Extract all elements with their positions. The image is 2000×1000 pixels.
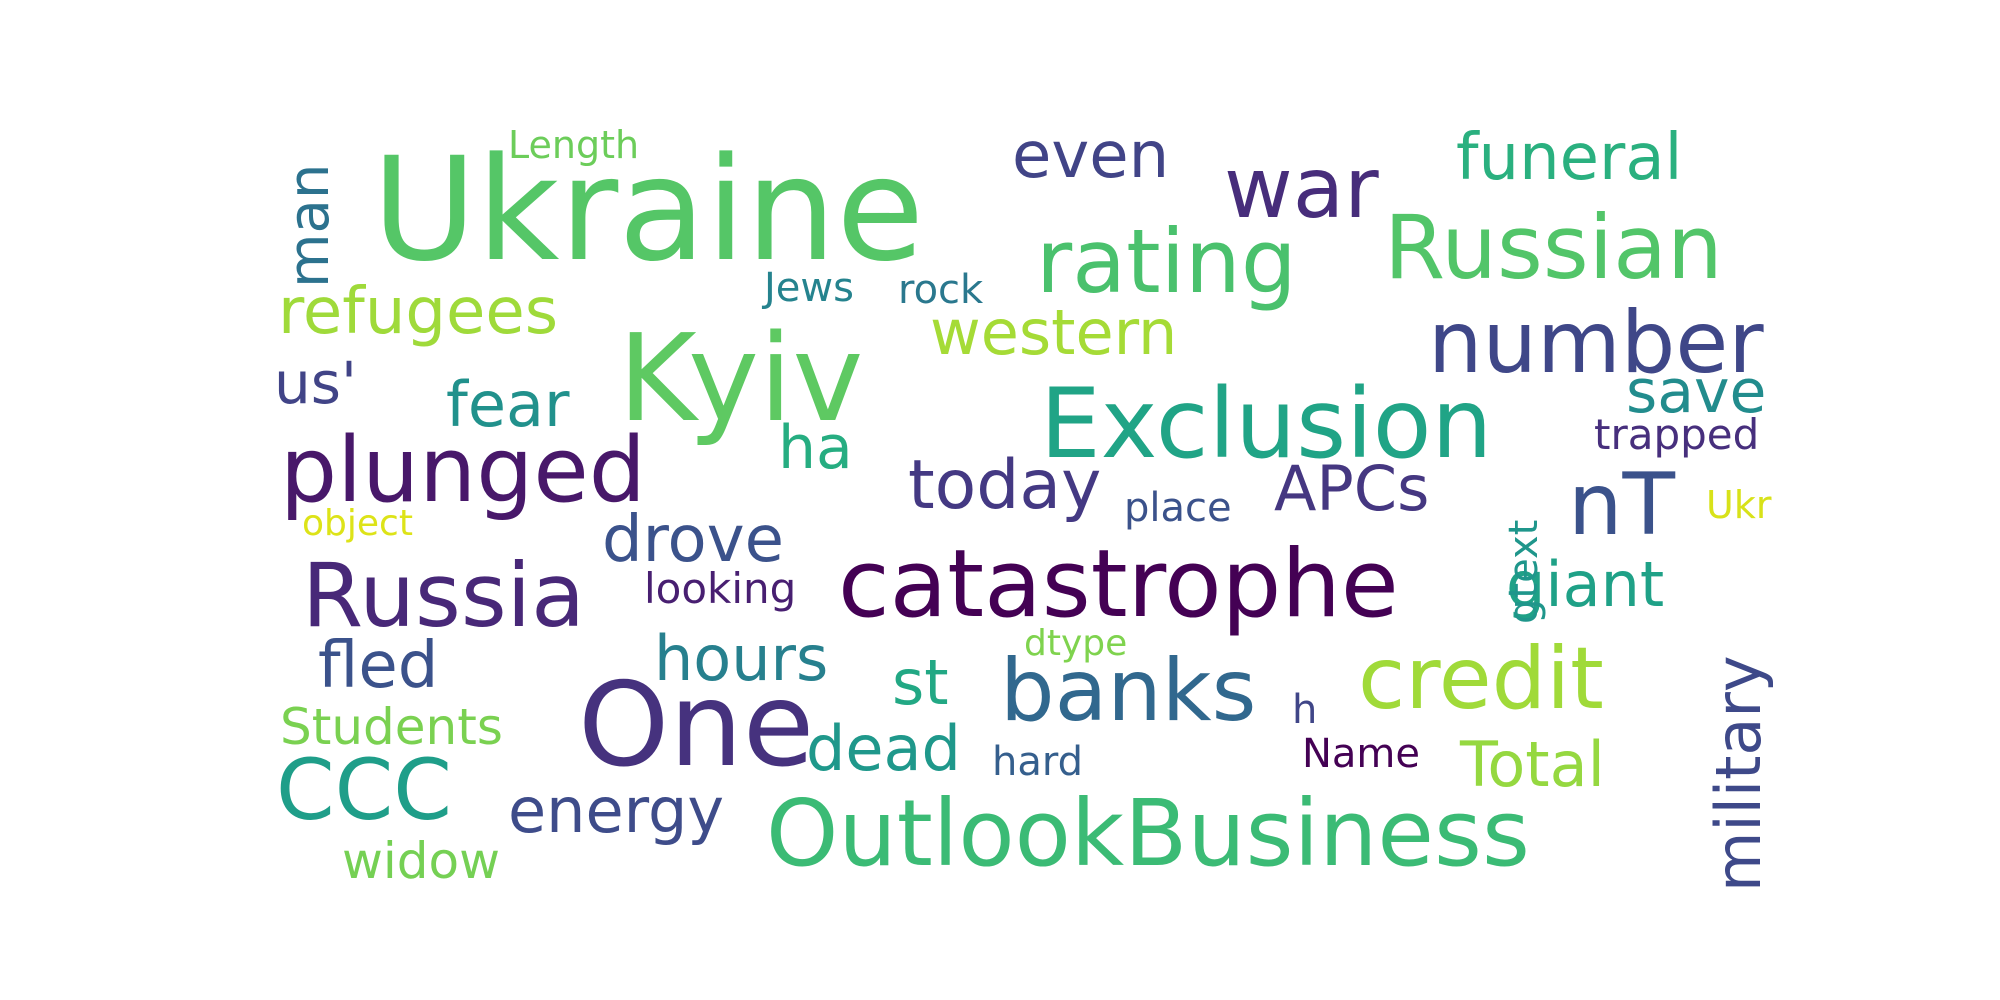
- word-russia: Russia: [302, 544, 586, 647]
- word-nt: nT: [1568, 455, 1676, 555]
- word-today: today: [908, 446, 1102, 525]
- word-apcs: APCs: [1274, 452, 1430, 525]
- word-giant: giant: [1506, 548, 1665, 621]
- word-place: place: [1124, 485, 1232, 531]
- word-length: Length: [508, 123, 640, 167]
- word-credit: credit: [1358, 629, 1604, 729]
- word-drove: drove: [602, 503, 784, 577]
- word-war: war: [1224, 139, 1379, 237]
- word-plunged: plunged: [280, 418, 646, 523]
- word-refugees: refugees: [278, 275, 559, 349]
- word-h: h: [1292, 687, 1318, 733]
- word-ha: ha: [778, 413, 853, 483]
- word-number: number: [1428, 293, 1764, 393]
- word-fled: fled: [318, 629, 439, 703]
- word-banks: banks: [1000, 641, 1257, 741]
- word-object: object: [302, 503, 413, 544]
- word-ukr: Ukr: [1706, 483, 1772, 527]
- word-energy: energy: [508, 774, 725, 847]
- word-western: western: [930, 296, 1178, 369]
- word-save: save: [1626, 357, 1767, 427]
- word-hard: hard: [992, 739, 1083, 785]
- word-rating: rating: [1036, 210, 1297, 313]
- word-ccc: CCC: [276, 741, 452, 839]
- word-hours: hours: [654, 622, 829, 695]
- word-ukraine: Ukraine: [372, 126, 925, 293]
- word-outlookbusiness: OutlookBusiness: [766, 780, 1530, 887]
- word-rock: rock: [898, 267, 984, 313]
- word-looking: looking: [644, 564, 797, 613]
- word-exclusion: Exclusion: [1040, 368, 1493, 480]
- word-total: Total: [1460, 728, 1605, 801]
- word-military: military: [1702, 655, 1775, 892]
- word-kyiv: Kyiv: [618, 310, 864, 449]
- word-one: One: [578, 658, 815, 793]
- word-man: man: [277, 163, 342, 288]
- word-catastrophe: catastrophe: [838, 530, 1399, 639]
- word-us: us': [274, 349, 357, 417]
- word-fear: fear: [446, 368, 570, 441]
- word-trapped: trapped: [1594, 410, 1760, 459]
- word-name: Name: [1302, 731, 1421, 777]
- word-jews: Jews: [764, 265, 854, 311]
- word-dead: dead: [806, 712, 961, 785]
- word-funeral: funeral: [1456, 121, 1683, 195]
- word-russian: Russian: [1384, 196, 1723, 299]
- word-gtext: gtext: [1501, 519, 1547, 624]
- word-widow: widow: [342, 832, 501, 890]
- word-dtype: dtype: [1024, 623, 1128, 664]
- word-st: st: [892, 646, 949, 719]
- word-students: Students: [280, 698, 503, 756]
- word-even: even: [1012, 119, 1170, 193]
